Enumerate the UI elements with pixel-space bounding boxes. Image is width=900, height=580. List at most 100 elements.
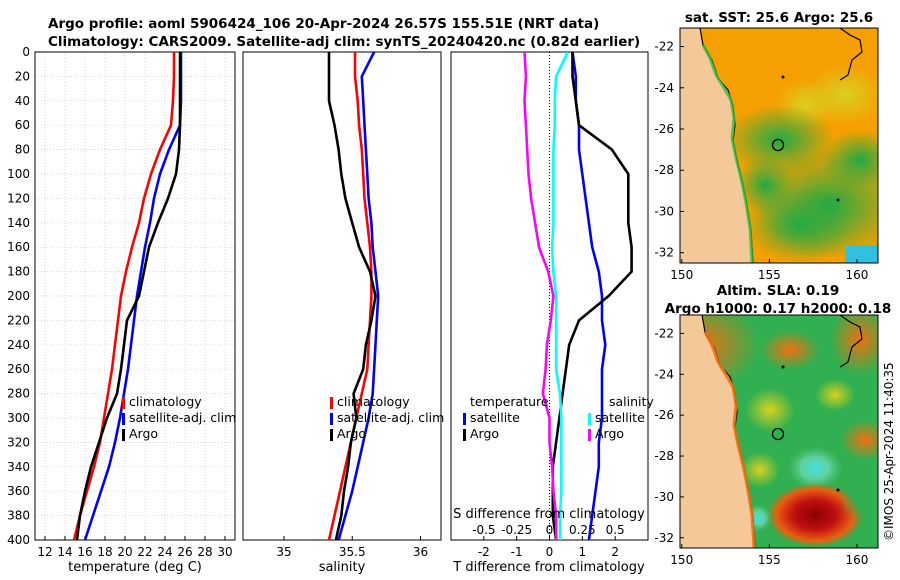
- depth-tick-label: 300: [7, 411, 30, 425]
- legend-label-climatology: climatology: [129, 394, 202, 409]
- sla-lat-tick-labels: -22 -24 -26 -28 -30 -32: [654, 326, 684, 545]
- x-tick-label: 18: [97, 545, 112, 559]
- lat-tick-label: -28: [654, 163, 674, 177]
- depth-tick-labels: 0 20 40 60 80 100 120 140 160 180 200 220 240 260 280 3…: [7, 45, 30, 547]
- sla-map-frame: [679, 314, 879, 549]
- depth-tick-label: 380: [7, 509, 30, 523]
- x-tick-label: 2: [611, 545, 619, 559]
- salinity-axes-box: [242, 51, 442, 541]
- legend-swatch-argo: [330, 429, 333, 441]
- temperature-series: [72, 52, 183, 540]
- sst-map-image: [680, 28, 878, 263]
- temperature-panel: 0 20 40 60 80 100 120 140 160 180 200 220 240 260 280 3…: [7, 45, 236, 575]
- difference-series: [523, 52, 633, 540]
- legend-swatch-argo: [122, 429, 125, 441]
- sst-map-title: sat. SST: 25.6 Argo: 25.6: [685, 10, 873, 26]
- legend-label-s-satellite: satellite: [595, 410, 645, 425]
- x-tick-label: -1: [511, 545, 523, 559]
- x-tick-label: 1: [579, 545, 587, 559]
- salinity-xlabel: salinity: [319, 560, 366, 575]
- depth-tick-label: 120: [7, 191, 30, 205]
- temperature-xlabel: temperature (deg C): [68, 560, 202, 575]
- legend-swatch-t-satellite: [463, 413, 466, 425]
- lat-tick-label: -30: [654, 204, 674, 218]
- lat-tick-label: -28: [654, 449, 674, 463]
- s-difference-label: S difference from climatology: [453, 507, 645, 522]
- x-tick-label: 35.5: [339, 545, 366, 559]
- series-line-s-argo: [523, 52, 558, 540]
- x-tick-label: 12: [37, 545, 52, 559]
- legend-label-climatology: climatology: [337, 394, 410, 409]
- legend-swatch-satellite: [122, 413, 125, 425]
- depth-tick-label: 80: [15, 143, 30, 157]
- lon-tick-label: 150: [670, 268, 693, 282]
- x-tick-label: 22: [137, 545, 152, 559]
- sla-map-image: [680, 315, 878, 548]
- x-tick-label: 26: [177, 545, 192, 559]
- sla-lon-tick-labels: 150 155 160: [670, 544, 868, 567]
- depth-tick-label: 40: [15, 94, 30, 108]
- difference-legend-temperature: temperature satellite Argo: [463, 394, 549, 441]
- s-tick-label: 0: [546, 523, 554, 537]
- legend-label-argo: Argo: [129, 426, 158, 441]
- lat-tick-label: -26: [654, 408, 674, 422]
- legend-swatch-t-argo: [463, 429, 466, 441]
- x-tick-label: 20: [117, 545, 132, 559]
- legend-swatch-s-argo: [588, 429, 591, 441]
- depth-tick-label: 260: [7, 362, 30, 376]
- series-line-argo: [75, 52, 182, 540]
- figure-title-line2: Climatology: CARS2009. Satellite-adj cli…: [48, 34, 640, 50]
- x-tick-label: 14: [57, 545, 72, 559]
- depth-tick-label: 0: [22, 45, 30, 59]
- series-line-climatology: [72, 52, 176, 540]
- imos-timestamp: ©IMOS 25-Apr-2024 11:40:35: [882, 362, 896, 541]
- x-tick-label: 36: [413, 545, 428, 559]
- lon-tick-label: 155: [758, 268, 781, 282]
- depth-tick-label: 20: [15, 69, 30, 83]
- legend-heading-salinity: salinity: [609, 394, 654, 409]
- salinity-panel: 35 35.5 36 salinity climatology satellite-…: [242, 51, 444, 575]
- x-tick-label: 30: [217, 545, 232, 559]
- lat-tick-label: -22: [654, 40, 674, 54]
- x-tick-label: 16: [77, 545, 92, 559]
- sst-map-frame: [679, 27, 879, 264]
- lat-tick-label: -26: [654, 122, 674, 136]
- sst-map: sat. SST: 25.6 Argo: 25.6 -22 -24 -26 -28 -3…: [654, 10, 879, 282]
- series-line-argo: [327, 52, 377, 540]
- temperature-axes-box: [34, 51, 236, 541]
- depth-tick-label: 180: [7, 265, 30, 279]
- lon-tick-label: 155: [758, 553, 781, 567]
- t-difference-xlabel: T difference from climatology: [452, 560, 645, 575]
- difference-legend-salinity: salinity satellite Argo: [588, 394, 654, 441]
- temperature-legend: climatology satellite-adj. clim Argo: [122, 394, 236, 441]
- x-tick-label: 35: [276, 545, 291, 559]
- series-line-satellite-adj-clim: [337, 52, 380, 540]
- depth-tick-label: 240: [7, 338, 30, 352]
- lat-tick-label: -24: [654, 367, 674, 381]
- temperature-tick-labels: 12 14 16 18 20 22 24 26 28 30: [37, 536, 233, 559]
- x-tick-label: 28: [197, 545, 212, 559]
- depth-tick-label: 200: [7, 289, 30, 303]
- lon-tick-label: 150: [670, 553, 693, 567]
- x-tick-label: 0: [546, 545, 554, 559]
- salinity-tick-labels: 35 35.5 36: [276, 536, 428, 559]
- depth-tick-label: 360: [7, 484, 30, 498]
- depth-tick-label: 280: [7, 387, 30, 401]
- temperature-gridlines: [35, 51, 235, 541]
- legend-heading-temperature: temperature: [470, 394, 549, 409]
- lat-tick-label: -32: [654, 531, 674, 545]
- depth-tick-label: 320: [7, 435, 30, 449]
- figure-title-line1: Argo profile: aoml 5906424_106 20-Apr-20…: [48, 16, 599, 32]
- salinity-series: [327, 52, 380, 540]
- s-tick-label: -0.5: [472, 523, 495, 537]
- sst-lon-tick-labels: 150 155 160: [670, 259, 868, 282]
- series-line-climatology: [327, 52, 373, 540]
- legend-label-s-argo: Argo: [595, 426, 624, 441]
- lon-tick-label: 160: [846, 553, 869, 567]
- s-difference-tick-labels: -0.5 -0.25 0 0.25 0.5: [472, 523, 625, 537]
- lat-tick-label: -32: [654, 246, 674, 260]
- sla-map-title-line2: Argo h1000: 0.17 h2000: 0.18: [665, 301, 892, 317]
- lat-tick-label: -22: [654, 326, 674, 340]
- legend-swatch-s-satellite: [588, 413, 591, 425]
